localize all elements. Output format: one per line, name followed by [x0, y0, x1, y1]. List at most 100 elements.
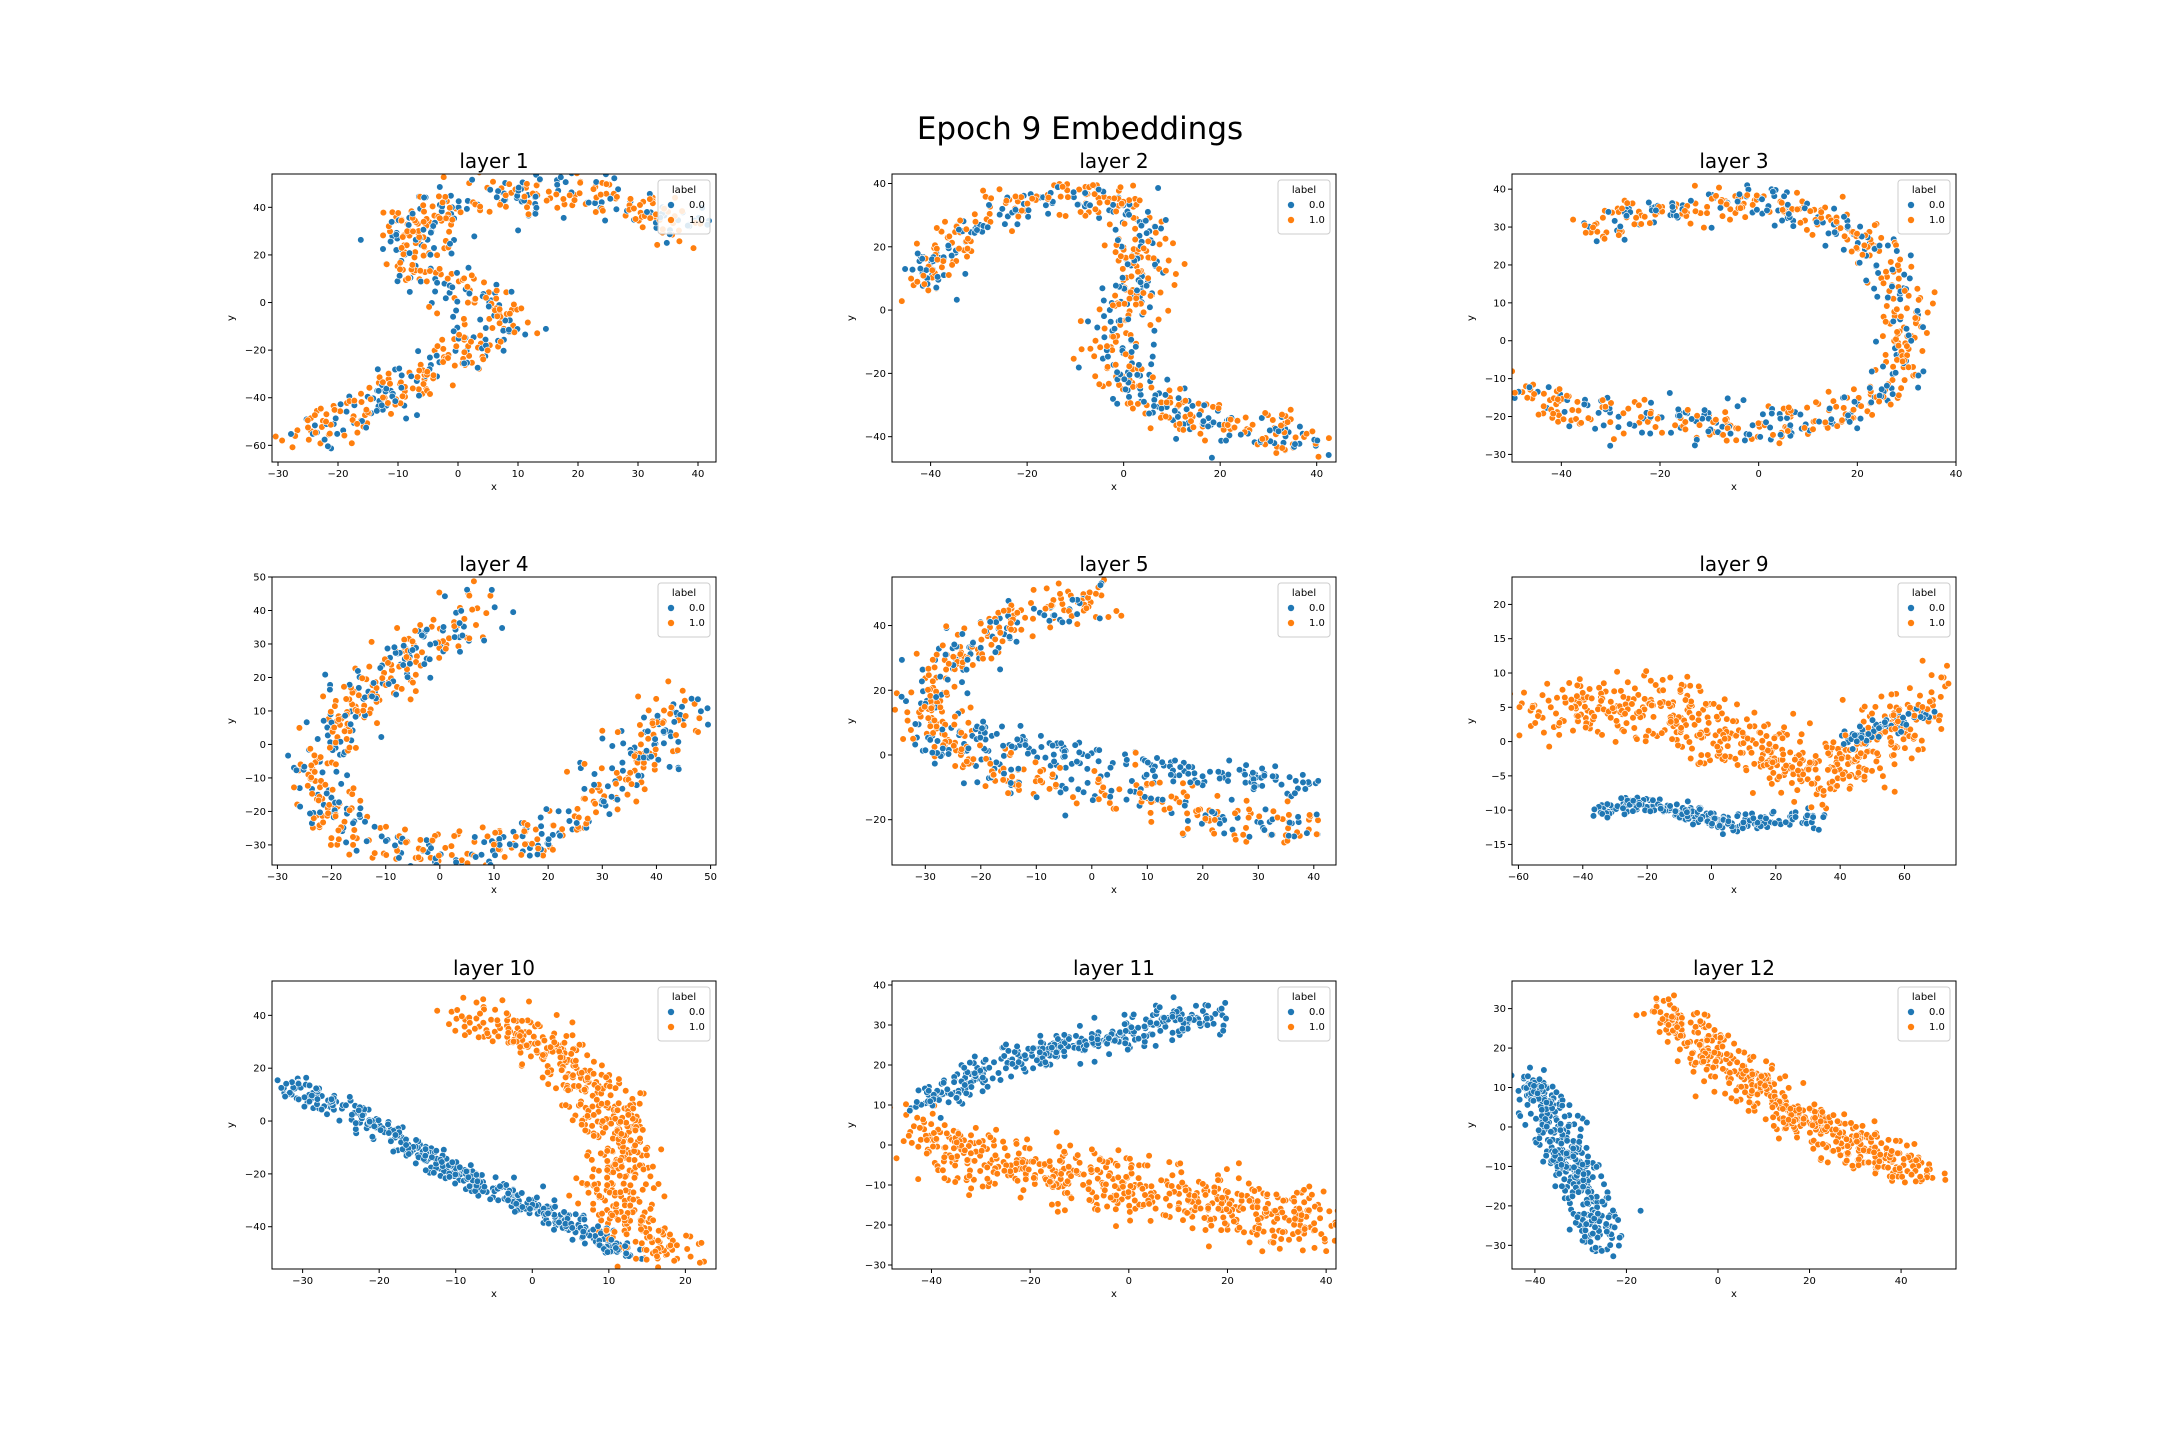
data-point [377, 733, 385, 741]
data-point [1889, 390, 1897, 398]
data-point [1569, 726, 1577, 735]
data-point [1073, 799, 1081, 808]
data-point [1897, 728, 1905, 736]
data-point [1888, 376, 1897, 384]
data-point [1858, 251, 1867, 259]
data-point [980, 627, 989, 635]
data-point [1161, 391, 1169, 399]
data-point [1616, 222, 1624, 231]
data-point [1120, 220, 1129, 228]
data-point [349, 819, 357, 827]
data-point [1613, 668, 1621, 676]
data-point [1214, 404, 1223, 412]
data-point [1796, 738, 1804, 746]
data-point [1694, 716, 1703, 724]
data-point [1014, 212, 1022, 221]
data-point [407, 695, 415, 704]
data-point [383, 260, 391, 268]
data-point [634, 692, 642, 701]
data-point [1056, 788, 1065, 797]
data-point [1050, 611, 1058, 619]
data-point [308, 790, 316, 798]
data-point [550, 1196, 559, 1204]
data-point [1784, 427, 1792, 435]
data-point [461, 1031, 469, 1039]
data-point [1549, 410, 1557, 418]
data-point [1273, 813, 1282, 822]
data-point [365, 384, 374, 392]
data-point [1635, 801, 1643, 809]
data-point [680, 721, 688, 729]
data-point [405, 249, 414, 257]
data-point [460, 315, 468, 323]
data-point [426, 267, 434, 275]
data-point [1112, 282, 1120, 290]
data-point [395, 854, 403, 862]
data-point [540, 1036, 549, 1045]
data-point [590, 770, 599, 778]
data-point [1700, 406, 1709, 414]
data-point [672, 731, 680, 739]
data-point [1852, 244, 1860, 252]
data-point [1695, 710, 1703, 718]
data-point [387, 410, 395, 418]
data-point [1710, 700, 1718, 708]
data-point [1106, 220, 1114, 228]
data-point [683, 1245, 691, 1253]
data-point [1866, 384, 1874, 392]
data-point [442, 214, 450, 222]
data-point [455, 827, 464, 835]
data-point [1713, 713, 1721, 721]
data-point [1696, 758, 1704, 767]
data-point [1856, 722, 1864, 731]
data-point [646, 1172, 655, 1180]
chart-panel-7: layer 10−30 −20 −10 0 10 20−40−2002040xylabel… [226, 956, 717, 1300]
data-point [517, 304, 525, 313]
data-point [1780, 723, 1788, 731]
data-point [1057, 739, 1065, 747]
data-point [681, 697, 689, 705]
data-point [402, 414, 410, 423]
data-point [460, 274, 468, 283]
data-point [1654, 415, 1662, 423]
x-axis-label: x [491, 885, 497, 896]
data-point [353, 707, 361, 715]
x-tick-label: −20 [1649, 469, 1670, 480]
data-point [1021, 741, 1030, 749]
data-point [1930, 708, 1939, 716]
data-point [1769, 431, 1777, 439]
y-tick-label: −40 [245, 393, 266, 404]
x-tick-label: −40 [1551, 469, 1572, 480]
data-point [311, 411, 319, 419]
data-point [1589, 812, 1598, 820]
data-point [603, 1157, 611, 1165]
data-point [1224, 777, 1232, 785]
data-point [362, 424, 370, 432]
data-point [418, 631, 426, 640]
data-point [1555, 719, 1564, 727]
data-point [556, 832, 564, 840]
data-point [982, 755, 990, 763]
data-point [1840, 246, 1848, 254]
data-point [1889, 317, 1897, 326]
data-point [588, 1102, 597, 1111]
data-point [1715, 184, 1723, 192]
data-point [1127, 272, 1135, 281]
x-axis-label: x [1111, 885, 1117, 896]
data-point [363, 837, 371, 845]
data-point [1147, 360, 1155, 368]
data-point [1174, 413, 1182, 421]
data-point [601, 1124, 610, 1132]
data-point [1094, 775, 1103, 783]
data-point [1746, 722, 1754, 731]
data-point [599, 207, 607, 215]
data-point [612, 205, 621, 213]
x-tick-label: 0 [455, 469, 461, 480]
data-point [955, 245, 963, 253]
data-point [666, 1230, 674, 1239]
data-point [973, 778, 981, 786]
data-point [1824, 229, 1833, 237]
data-point [324, 731, 332, 740]
data-point [651, 735, 659, 743]
data-point [697, 707, 705, 715]
